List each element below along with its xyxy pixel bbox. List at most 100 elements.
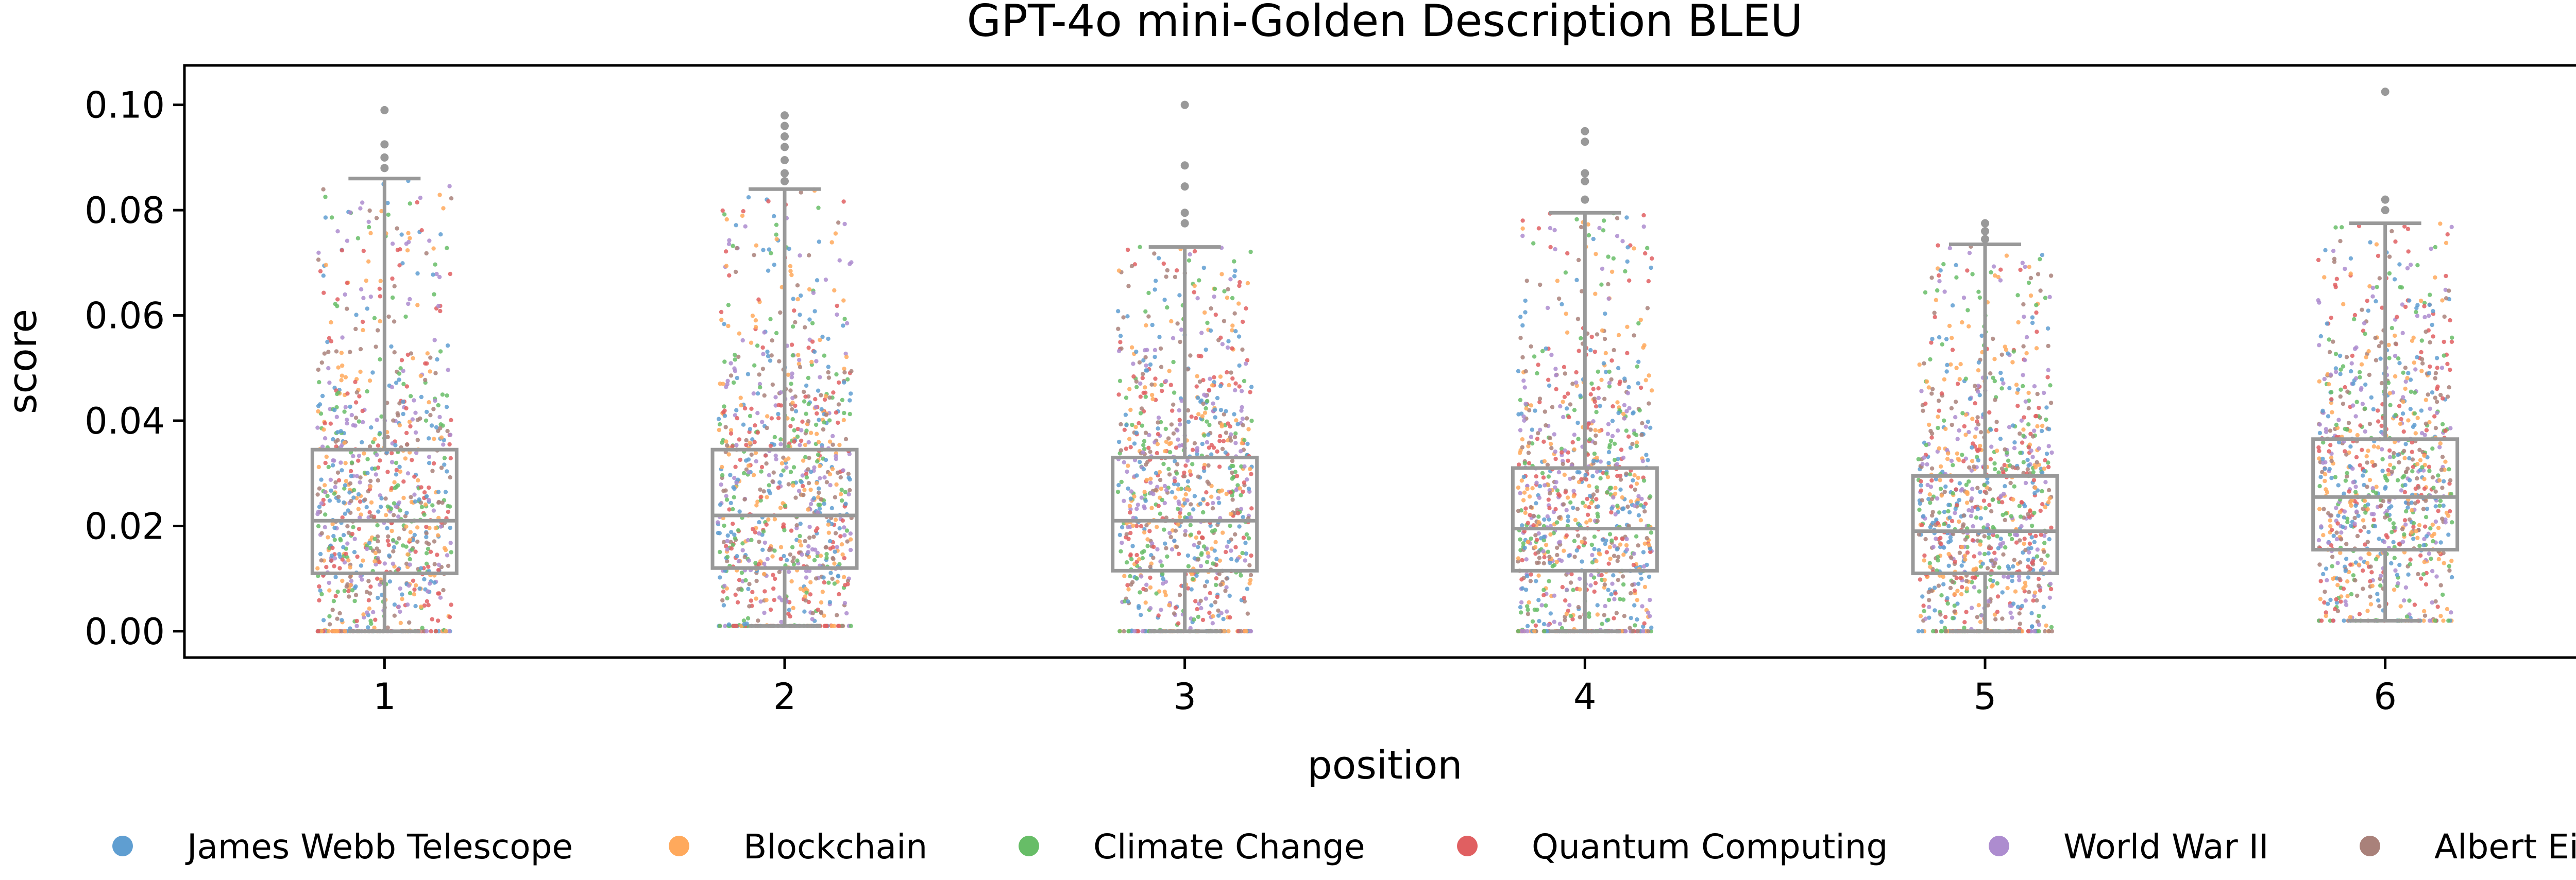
strip-point (1922, 455, 1926, 460)
strip-point (365, 457, 370, 461)
strip-point (1606, 597, 1612, 602)
strip-point (1233, 268, 1238, 273)
strip-point (315, 425, 320, 430)
strip-point (826, 375, 832, 380)
strip-point (1120, 525, 1125, 530)
strip-point (815, 526, 820, 531)
strip-point (1126, 587, 1131, 592)
strip-point (364, 505, 369, 510)
strip-point (1233, 388, 1238, 392)
strip-point (2433, 426, 2438, 430)
strip-point (1649, 265, 1653, 270)
strip-point (1186, 564, 1191, 568)
strip-point (2029, 523, 2035, 528)
strip-point (1950, 616, 1955, 620)
strip-point (1642, 509, 1647, 514)
strip-point (1560, 626, 1565, 631)
strip-point (1629, 591, 1633, 596)
strip-point (366, 259, 371, 264)
strip-point (1964, 490, 1969, 495)
strip-point (1192, 543, 1196, 547)
strip-point (744, 442, 749, 447)
strip-point (1537, 396, 1543, 401)
strip-point (814, 576, 819, 581)
strip-point (2043, 458, 2047, 462)
strip-point (1635, 364, 1639, 369)
strip-point (1207, 423, 1212, 427)
strip-point (773, 453, 778, 458)
strip-point (768, 358, 773, 363)
strip-point (1555, 488, 1560, 493)
strip-point (838, 534, 843, 539)
strip-point (1116, 309, 1121, 314)
strip-point (1124, 395, 1129, 400)
strip-point (349, 498, 353, 504)
strip-point (345, 391, 350, 396)
strip-point (1964, 501, 1970, 505)
strip-point (1145, 544, 1150, 548)
strip-point (1542, 555, 1547, 560)
strip-point (1961, 513, 1966, 518)
strip-point (332, 491, 337, 496)
strip-point (1154, 471, 1159, 475)
strip-point (1591, 492, 1596, 497)
strip-point (1128, 574, 1132, 579)
strip-point (1960, 411, 1965, 416)
strip-point (1611, 404, 1615, 409)
strip-point (1607, 445, 1612, 450)
strip-point (2038, 508, 2043, 513)
strip-point (2010, 615, 2014, 620)
strip-point (440, 501, 445, 505)
strip-point (1642, 584, 1648, 590)
strip-point (1936, 555, 1940, 559)
strip-point (1942, 377, 1947, 382)
strip-point (422, 512, 427, 517)
strip-point (1945, 596, 1950, 601)
strip-point (1196, 545, 1200, 549)
strip-point (1249, 553, 1253, 558)
strip-point (340, 373, 344, 378)
strip-point (1534, 474, 1538, 479)
strip-point (1530, 486, 1535, 491)
strip-point (811, 534, 816, 539)
strip-point (1546, 497, 1551, 502)
strip-point (812, 558, 817, 563)
strip-point (1138, 245, 1142, 249)
strip-point (1939, 629, 1944, 634)
strip-point (820, 590, 825, 594)
strip-point (1200, 441, 1205, 446)
strip-point (1993, 617, 1998, 622)
strip-point (2352, 515, 2357, 521)
strip-point (1116, 326, 1121, 331)
strip-point (326, 350, 331, 354)
strip-point (1585, 496, 1589, 502)
strip-point (1176, 621, 1181, 626)
strip-point (368, 295, 373, 299)
strip-point (333, 480, 338, 485)
strip-point (2441, 396, 2445, 401)
strip-point (1176, 482, 1180, 487)
strip-point (803, 325, 807, 330)
strip-point (1130, 422, 1134, 427)
strip-point (1155, 485, 1160, 489)
strip-point (393, 486, 397, 490)
strip-point (1169, 319, 1174, 324)
strip-point (1244, 551, 1248, 556)
strip-point (818, 463, 822, 469)
strip-point (408, 297, 412, 302)
strip-point (725, 559, 730, 564)
strip-point (1188, 523, 1193, 527)
strip-point (787, 247, 791, 251)
strip-point (321, 427, 326, 432)
strip-point (1643, 424, 1648, 429)
strip-point (1533, 545, 1538, 549)
strip-point (1647, 373, 1651, 378)
strip-point (1557, 540, 1562, 544)
strip-point (391, 418, 396, 423)
strip-point (1928, 485, 1934, 489)
strip-point (425, 599, 430, 604)
strip-point (809, 359, 814, 365)
strip-point (802, 389, 806, 394)
strip-point (1124, 560, 1129, 565)
strip-point (2007, 386, 2012, 390)
